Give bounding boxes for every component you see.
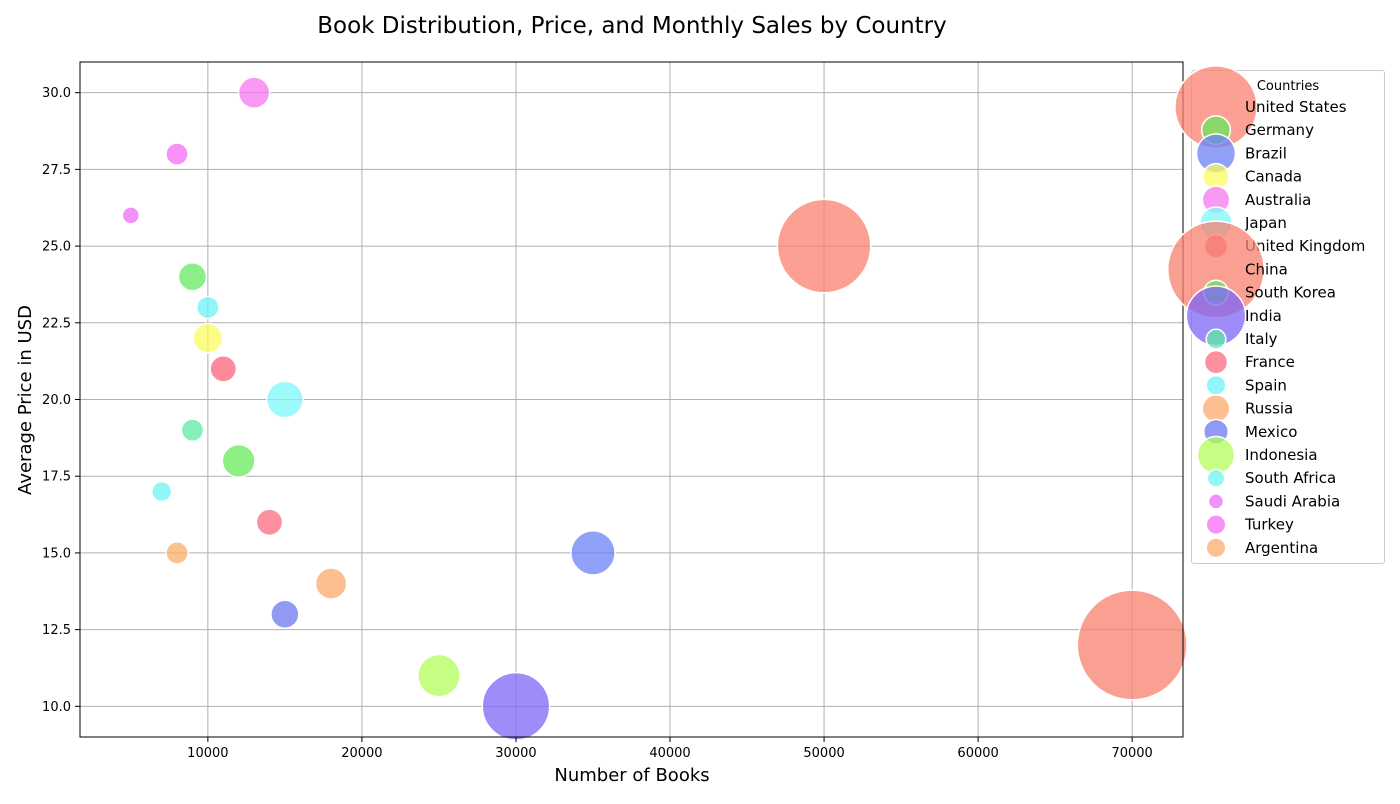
bubble-germany[interactable]	[221, 443, 256, 478]
legend-label-russia: Russia	[1245, 400, 1293, 418]
grid	[80, 62, 1183, 737]
y-tick-label: 10.0	[42, 700, 71, 715]
legend-label-china: China	[1245, 260, 1288, 278]
bubble-brazil[interactable]	[570, 530, 616, 576]
bubble-saudi-arabia[interactable]	[121, 206, 141, 225]
bubble-canada[interactable]	[192, 322, 224, 354]
bubble-japan[interactable]	[265, 380, 304, 419]
bubble-argentina[interactable]	[165, 541, 189, 565]
legend-label-germany: Germany	[1245, 121, 1314, 139]
bubble-layer	[121, 76, 1188, 741]
legend-label-australia: Australia	[1245, 191, 1311, 209]
bubble-india[interactable]	[481, 671, 551, 741]
legend-label-south-africa: South Africa	[1245, 469, 1336, 487]
legend-label-south-korea: South Korea	[1245, 284, 1336, 302]
legend-items: United States Germany Brazil Canada Australi…	[1166, 65, 1365, 559]
bubble-russia[interactable]	[314, 567, 348, 600]
legend-label-canada: Canada	[1245, 168, 1302, 186]
x-tick-label: 70000	[1111, 746, 1152, 761]
chart-title: Book Distribution, Price, and Monthly Sa…	[317, 13, 947, 39]
axis-ticks: 10000 20000 30000 40000 50000 60000 70000 10.0 1…	[42, 86, 1153, 761]
legend-label-united-kingdom: United Kingdom	[1245, 237, 1365, 255]
y-axis-label: Average Price in USD	[15, 305, 36, 495]
legend-title: Countries	[1257, 79, 1320, 94]
bubble-spain[interactable]	[196, 295, 220, 320]
y-tick-label: 20.0	[42, 393, 71, 408]
legend-marker-turkey	[1205, 514, 1227, 536]
legend-marker-spain	[1205, 374, 1227, 396]
bubble-italy[interactable]	[180, 418, 205, 443]
bubble-united-kingdom[interactable]	[209, 354, 238, 383]
legend-label-indonesia: Indonesia	[1245, 446, 1318, 464]
legend-marker-south-africa	[1206, 468, 1226, 488]
y-tick-label: 15.0	[42, 546, 71, 561]
legend-marker-russia	[1201, 394, 1231, 424]
bubble-united-states[interactable]	[776, 198, 872, 294]
bubble-turkey[interactable]	[165, 142, 189, 166]
bubble-south-africa[interactable]	[150, 480, 173, 503]
bubble-france[interactable]	[255, 508, 284, 537]
x-tick-label: 50000	[803, 746, 844, 761]
legend-content: Countries United States Germany Brazil Cana…	[1166, 65, 1365, 559]
legend-label-india: India	[1245, 307, 1282, 325]
legend-marker-france	[1203, 349, 1229, 375]
legend-label-japan: Japan	[1244, 214, 1287, 232]
legend-marker-argentina	[1205, 537, 1227, 559]
legend-label-mexico: Mexico	[1245, 423, 1297, 441]
legend-marker-saudi-arabia	[1207, 493, 1225, 510]
bubble-china[interactable]	[1076, 589, 1188, 701]
bubble-australia[interactable]	[237, 76, 271, 109]
legend-label-saudi-arabia: Saudi Arabia	[1245, 492, 1340, 510]
y-tick-label: 12.5	[42, 623, 71, 638]
x-axis-label: Number of Books	[554, 765, 709, 786]
y-tick-label: 30.0	[42, 86, 71, 101]
legend-label-brazil: Brazil	[1245, 144, 1287, 162]
legend-label-turkey: Turkey	[1244, 516, 1294, 534]
x-tick-label: 40000	[649, 746, 690, 761]
legend-marker-italy	[1205, 328, 1227, 350]
bubble-south-korea[interactable]	[177, 262, 208, 292]
y-tick-label: 17.5	[42, 470, 71, 485]
x-tick-label: 10000	[187, 746, 228, 761]
legend-label-france: France	[1245, 353, 1295, 371]
x-tick-label: 20000	[341, 746, 382, 761]
bubble-indonesia[interactable]	[417, 653, 461, 698]
x-tick-label: 30000	[495, 746, 536, 761]
x-tick-label: 60000	[957, 746, 998, 761]
legend-marker-indonesia	[1196, 435, 1236, 475]
legend-label-argentina: Argentina	[1245, 539, 1318, 557]
legend: Countries United States Germany Brazil Cana…	[1166, 65, 1385, 564]
legend-label-spain: Spain	[1245, 376, 1287, 394]
y-tick-label: 27.5	[42, 163, 71, 178]
y-tick-label: 25.0	[42, 240, 71, 255]
bubble-mexico[interactable]	[270, 599, 300, 629]
legend-label-united-states: United States	[1245, 98, 1347, 116]
y-tick-label: 22.5	[42, 316, 71, 331]
legend-label-italy: Italy	[1245, 330, 1278, 348]
